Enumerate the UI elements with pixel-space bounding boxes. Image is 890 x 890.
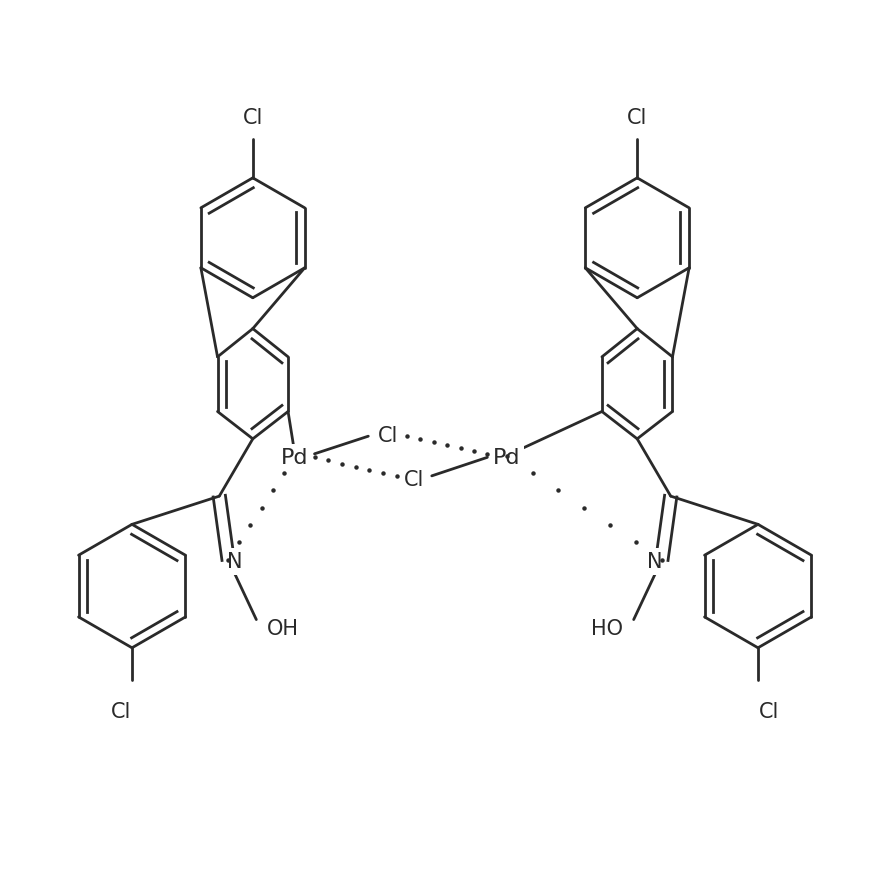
Text: N: N [647,552,662,571]
Text: Cl: Cl [627,109,647,128]
Text: Cl: Cl [377,426,398,447]
Text: HO: HO [591,619,623,639]
Text: Cl: Cl [111,701,132,722]
Text: OH: OH [267,619,299,639]
Text: Cl: Cl [243,109,263,128]
Text: Pd: Pd [493,448,521,467]
Text: N: N [228,552,243,571]
Text: Cl: Cl [404,470,425,490]
Text: Cl: Cl [758,701,779,722]
Text: Pd: Pd [281,448,309,467]
